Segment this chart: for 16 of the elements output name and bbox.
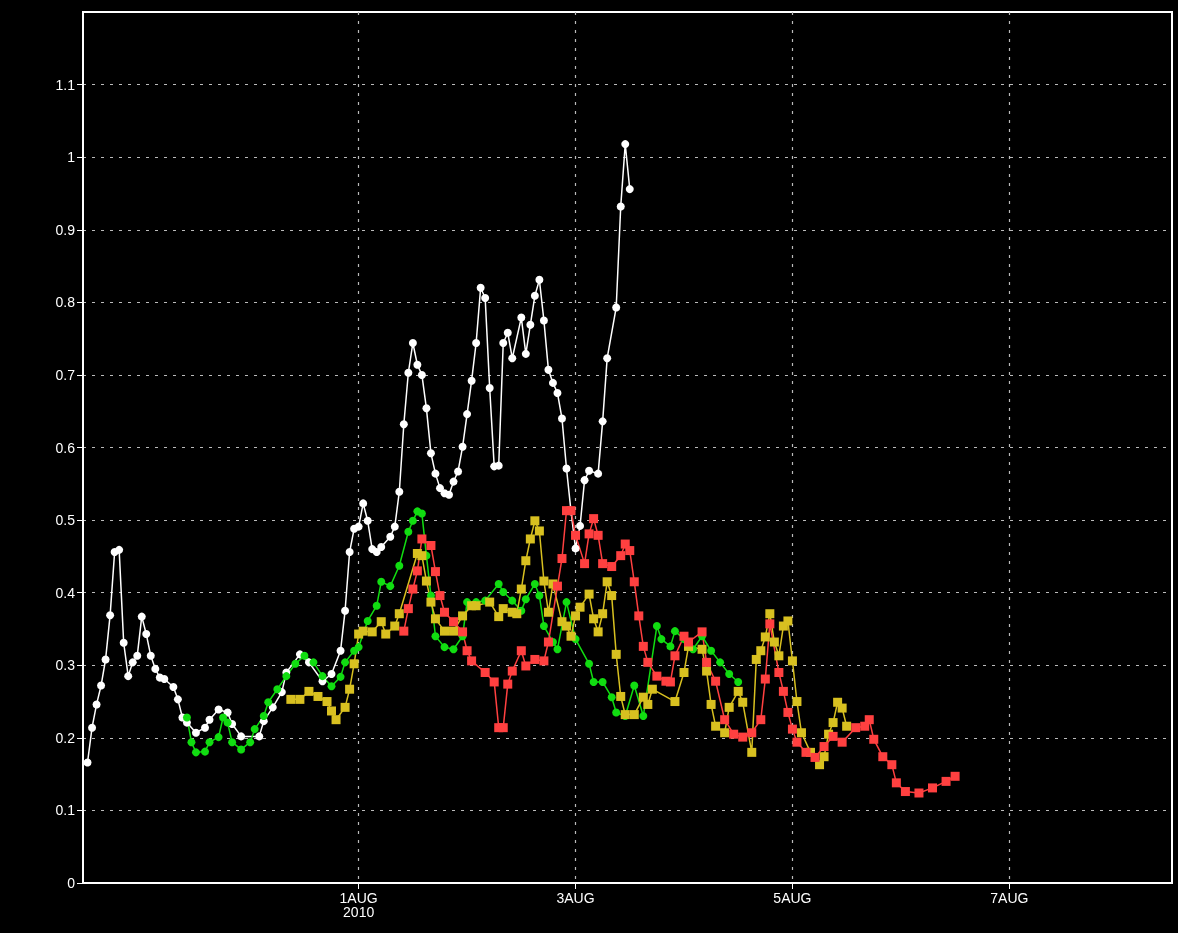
y-tick-label: 0.6 (55, 439, 76, 456)
y-tick-label: 0.7 (55, 366, 76, 383)
x-tick-label: 7AUG (990, 890, 1029, 906)
y-tick-label: 0.9 (55, 221, 76, 238)
y-tick-label: 0.8 (55, 294, 76, 311)
y-tick-label: 0.5 (55, 512, 76, 529)
y-tick-label: 0.3 (55, 657, 76, 674)
y-tick-label: 0.1 (55, 802, 76, 819)
y-tick-label: 1.1 (55, 76, 76, 93)
y-tick-label: 0 (67, 875, 76, 891)
x-tick-label: 5AUG (773, 890, 812, 906)
x-tick-label: 1AUG 2010 (339, 890, 378, 920)
y-tick-label: 0.4 (55, 584, 76, 601)
x-tick-label: 3AUG (556, 890, 595, 906)
y-tick-label: 1 (67, 149, 76, 166)
y-tick-label: 0.2 (55, 729, 76, 746)
